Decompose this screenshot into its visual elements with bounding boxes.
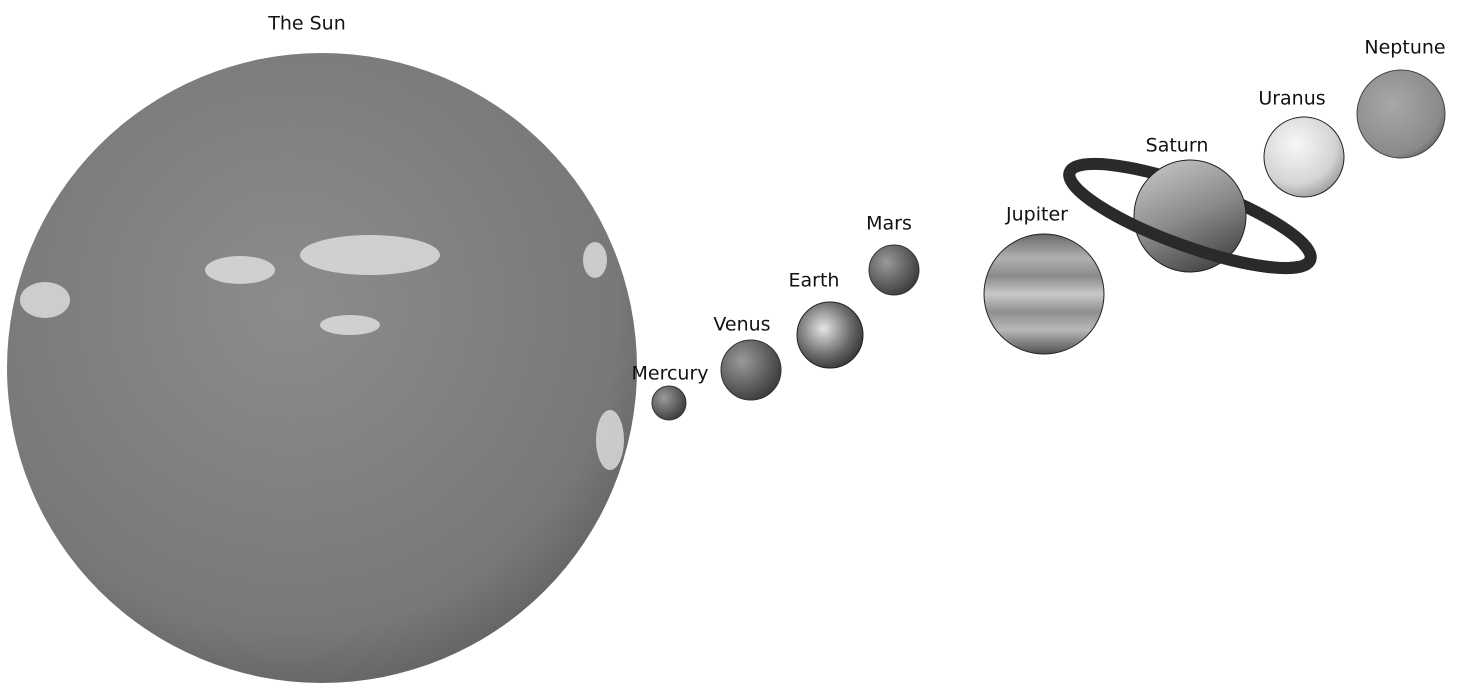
sun-flares (20, 235, 624, 470)
mars-label: Mars (866, 213, 912, 235)
mars (868, 244, 920, 296)
earth-label: Earth (789, 270, 840, 292)
mercury-label: Mercury (631, 363, 708, 385)
saturn (1133, 159, 1247, 273)
sun-label: The Sun (267, 13, 346, 35)
neptune-label: Neptune (1364, 37, 1445, 59)
jupiter (983, 233, 1105, 355)
neptune (1356, 69, 1446, 159)
venus-label: Venus (713, 314, 770, 336)
saturn-label: Saturn (1146, 135, 1209, 157)
sun (7, 53, 637, 683)
mercury (651, 385, 687, 421)
venus (720, 339, 782, 401)
uranus-label: Uranus (1258, 88, 1325, 110)
saturn-group (1063, 157, 1317, 275)
saturn-rings-front (1063, 170, 1316, 275)
earth (796, 301, 864, 369)
uranus (1263, 116, 1345, 198)
jupiter-label: Jupiter (1005, 204, 1068, 226)
